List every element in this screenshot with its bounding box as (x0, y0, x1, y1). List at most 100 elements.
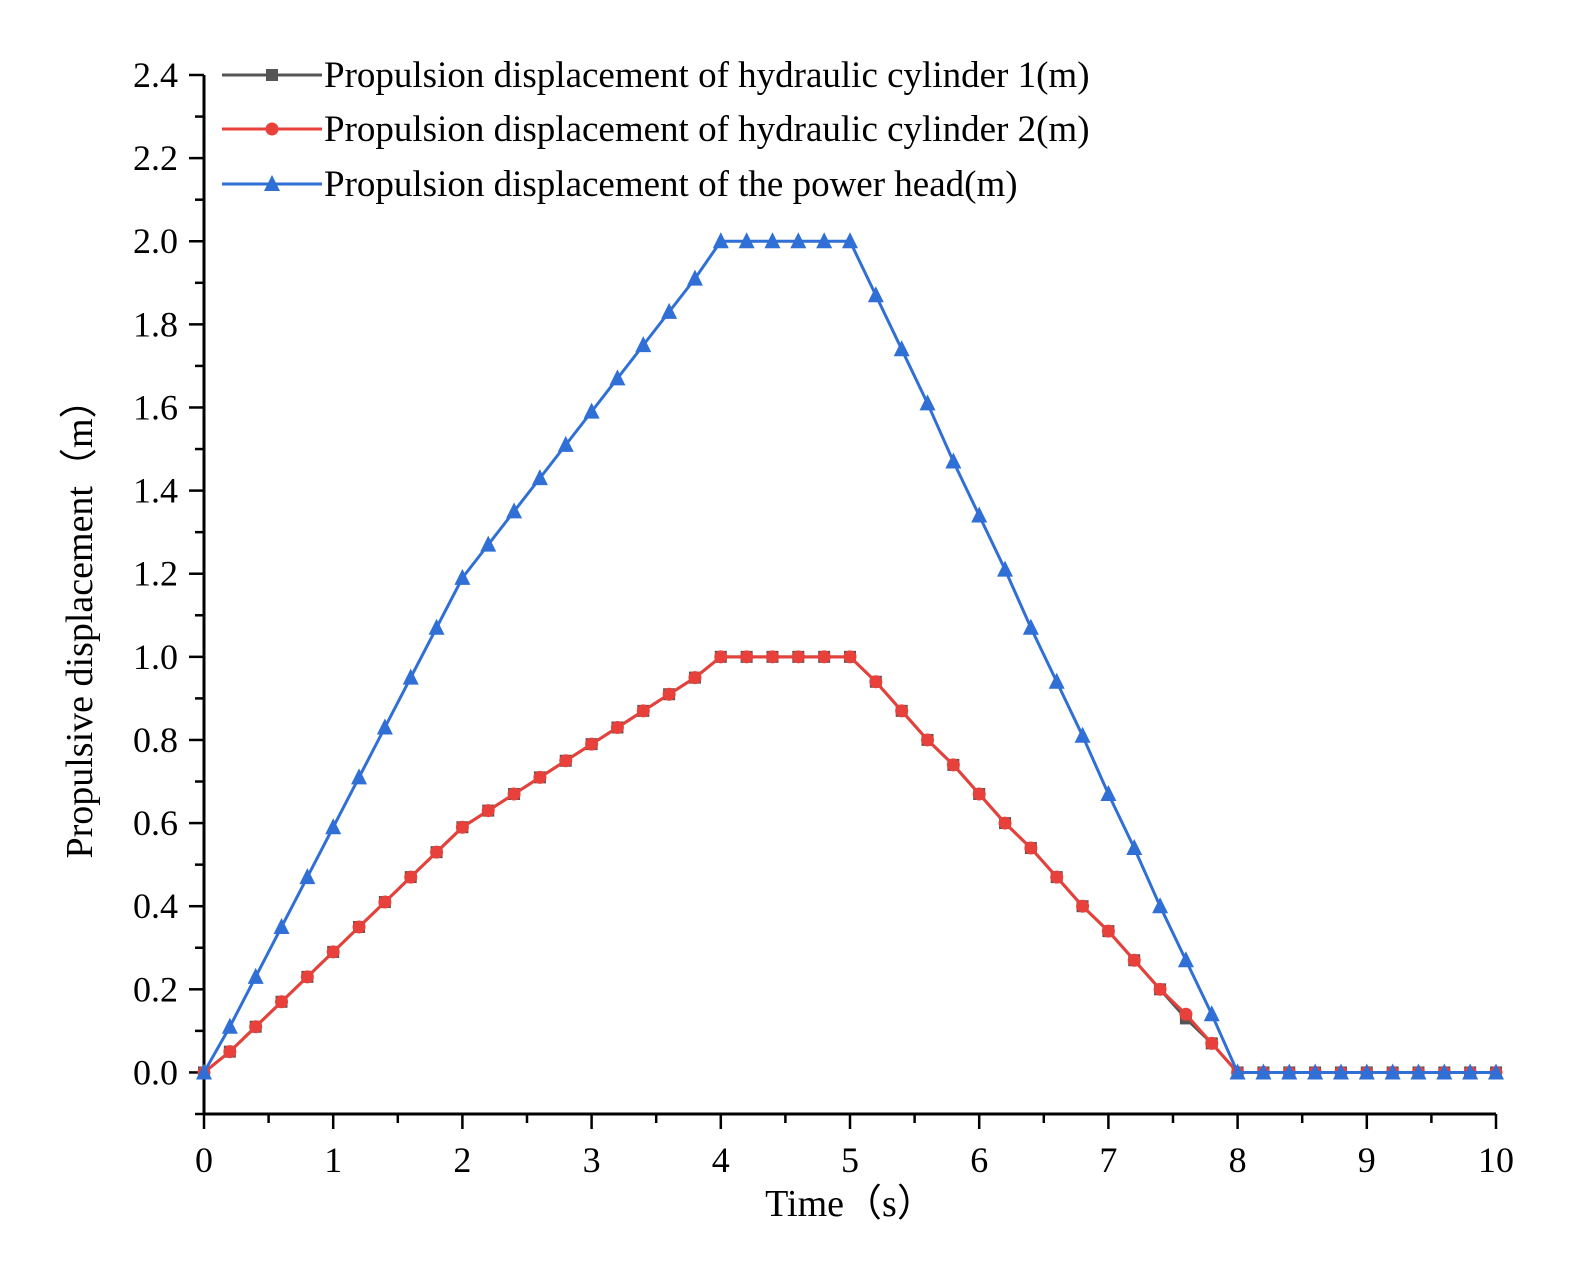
circle-marker (455, 820, 469, 834)
legend-item-3: Propulsion displacement of the power hea… (222, 164, 1018, 205)
triangle-marker (273, 917, 290, 934)
y-tick-label: 0.4 (133, 886, 178, 926)
y-tick-label: 0.8 (133, 720, 178, 760)
circle-marker (662, 687, 676, 701)
legend-label: Propulsion displacement of hydraulic cyl… (324, 109, 1090, 150)
triangle-marker (1100, 784, 1117, 801)
series-layer (196, 232, 1504, 1080)
triangle-marker (480, 535, 497, 552)
axes: 0 1 2 3 4 5 6 7 8 9 10 0.0 0.2 0.4 0.6 0.8 1.0 1.2 1.4 1.6 1… (133, 55, 1514, 1180)
triangle-marker (1048, 672, 1065, 689)
y-axis-title: Propulsive displacement（m） (59, 380, 101, 858)
x-axis-title: Time（s） (765, 1183, 935, 1225)
triangle-marker (945, 452, 962, 469)
triangle-marker (919, 394, 936, 411)
y-tick-label: 2.0 (133, 221, 178, 261)
circle-marker (869, 675, 883, 689)
triangle-marker (816, 232, 833, 249)
y-tick-label: 1.8 (133, 304, 178, 344)
triangle-marker (997, 560, 1014, 577)
circle-marker (946, 758, 960, 772)
circle-marker (972, 787, 986, 801)
circle-marker (895, 704, 909, 718)
circle-marker (791, 650, 805, 664)
triangle-marker (1488, 1063, 1504, 1080)
circle-marker (1127, 953, 1141, 967)
triangle-marker (1152, 897, 1169, 914)
triangle-marker (1255, 1063, 1272, 1080)
triangle-marker (1358, 1063, 1375, 1080)
y-tick-label: 0.2 (133, 969, 178, 1009)
triangle-marker (867, 286, 884, 303)
series-1 (198, 650, 1502, 1079)
triangle-marker (299, 868, 316, 885)
circle-marker (352, 920, 366, 934)
circle-marker (559, 754, 573, 768)
legend: Propulsion displacement of hydraulic cyl… (222, 55, 1090, 205)
y-tick-label: 0.6 (133, 803, 178, 843)
triangle-marker (557, 435, 574, 452)
triangle-marker (1177, 951, 1194, 968)
x-tick-label: 5 (841, 1140, 859, 1180)
circle-marker (1179, 1007, 1193, 1021)
triangle-marker (635, 336, 652, 353)
triangle-marker (893, 340, 910, 357)
y-tick-label: 2.2 (133, 138, 178, 178)
y-tick-label: 1.2 (133, 554, 178, 594)
triangle-marker (1436, 1063, 1453, 1080)
legend-item-2: Propulsion displacement of hydraulic cyl… (222, 109, 1090, 150)
triangle-marker (1462, 1063, 1479, 1080)
circle-marker (481, 804, 495, 818)
triangle-marker (712, 232, 729, 249)
triangle-marker (764, 232, 781, 249)
y-tick-label: 0.0 (133, 1052, 178, 1092)
circle-marker (1076, 899, 1090, 913)
circle-marker (817, 650, 831, 664)
circle-marker (1101, 924, 1115, 938)
triangle-marker (351, 768, 368, 785)
triangle-marker (1332, 1063, 1349, 1080)
triangle-marker (196, 1063, 212, 1080)
series-2 (197, 650, 1503, 1079)
legend-label: Propulsion displacement of the power hea… (324, 164, 1018, 205)
triangle-marker (325, 818, 342, 835)
x-tick-label: 10 (1478, 1140, 1514, 1180)
series-line (203, 655, 1496, 1074)
triangle-marker (790, 232, 807, 249)
triangle-marker (402, 668, 419, 685)
circle-marker (223, 1045, 237, 1059)
circle-marker (249, 1020, 263, 1034)
x-tick-label: 7 (1099, 1140, 1117, 1180)
triangle-marker (842, 232, 858, 249)
triangle-marker (264, 175, 280, 191)
circle-marker (921, 733, 935, 747)
x-tick-label: 2 (453, 1140, 471, 1180)
triangle-marker (686, 269, 703, 286)
triangle-marker (376, 718, 393, 735)
triangle-marker (454, 568, 471, 585)
triangle-marker (1384, 1063, 1401, 1080)
triangle-marker (583, 402, 600, 419)
triangle-marker (661, 302, 678, 319)
legend-label: Propulsion displacement of hydraulic cyl… (324, 55, 1090, 96)
legend-item-1: Propulsion displacement of hydraulic cyl… (222, 55, 1090, 96)
triangle-marker (531, 469, 548, 486)
triangle-marker (1074, 726, 1091, 743)
x-tick-label: 3 (583, 1140, 601, 1180)
triangle-marker (428, 618, 445, 635)
y-tick-label: 1.0 (133, 637, 178, 677)
y-tick-label: 1.4 (133, 471, 178, 511)
circle-marker (378, 895, 392, 909)
triangle-marker (971, 506, 988, 523)
y-tick-label: 2.4 (133, 55, 178, 95)
triangle-marker (1203, 1005, 1220, 1022)
circle-marker (740, 650, 754, 664)
triangle-marker (609, 369, 626, 386)
circle-marker (843, 650, 857, 664)
circle-marker (610, 720, 624, 734)
series-line (203, 655, 1496, 1074)
circle-marker (326, 945, 340, 959)
triangle-marker (506, 502, 523, 519)
circle-marker (265, 122, 279, 136)
circle-marker (1205, 1036, 1219, 1050)
